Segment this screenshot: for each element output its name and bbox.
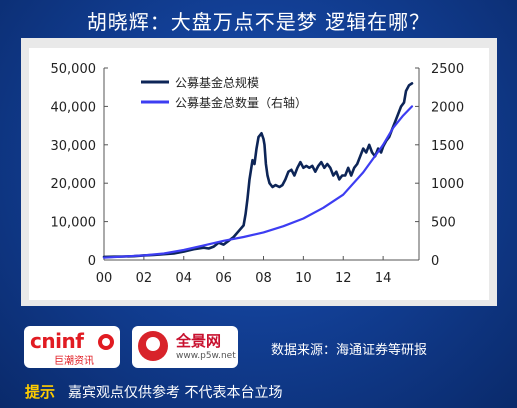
cninf-mark-icon [98, 334, 114, 350]
left-tick-label: 0 [88, 254, 96, 269]
left-tick-label: 30,000 [51, 139, 97, 154]
p5w-logo-text: 全景网 [176, 332, 222, 350]
x-tick-label: 12 [335, 271, 352, 286]
cninf-logo: cninf 巨潮资讯 [24, 326, 120, 368]
series-layer [102, 82, 414, 259]
right-tick-label: 1000 [431, 177, 464, 192]
right-tick-label: 1500 [431, 139, 464, 154]
left-tick-label: 10,000 [51, 216, 97, 231]
x-tick-label: 06 [215, 271, 232, 286]
disclaimer-text: 嘉宾观点仅供参考 不代表本台立场 [68, 385, 283, 401]
right-tick-label: 0 [431, 254, 439, 269]
axes-layer: 010,00020,00030,00040,00050,000050010001… [51, 62, 465, 286]
left-tick-label: 50,000 [51, 62, 97, 77]
p5w-logo: 全景网 www.p5w.net [132, 326, 238, 368]
cninf-logo-subtext: 巨潮资讯 [54, 356, 94, 367]
x-tick-label: 14 [375, 271, 392, 286]
cninf-logo-text: cninf [30, 329, 84, 353]
legend-label: 公募基金总规模 [175, 75, 259, 90]
page-title: 胡晓辉：大盘万点不是梦 逻辑在哪？ [86, 10, 431, 34]
x-tick-label: 00 [96, 271, 113, 286]
right-tick-label: 2500 [431, 62, 464, 77]
x-tick-label: 08 [255, 271, 272, 286]
right-tick-label: 2000 [431, 100, 464, 115]
right-tick-label: 500 [431, 216, 456, 231]
data-source-note: 数据来源：海通证券等研报 [271, 343, 428, 358]
p5w-logo-url: www.p5w.net [176, 351, 236, 361]
left-tick-label: 40,000 [51, 100, 97, 115]
x-tick-label: 04 [175, 271, 192, 286]
x-tick-label: 02 [136, 271, 153, 286]
left-tick-label: 20,000 [51, 177, 97, 192]
p5w-mark-icon [138, 331, 168, 361]
x-tick-label: 10 [295, 271, 312, 286]
series-line-fund-count [102, 105, 414, 259]
tip-label: 提示 [25, 383, 56, 401]
legend-label: 公募基金总数量（右轴） [175, 95, 307, 110]
fund-chart: 010,00020,00030,00040,00050,000050010001… [51, 62, 465, 286]
